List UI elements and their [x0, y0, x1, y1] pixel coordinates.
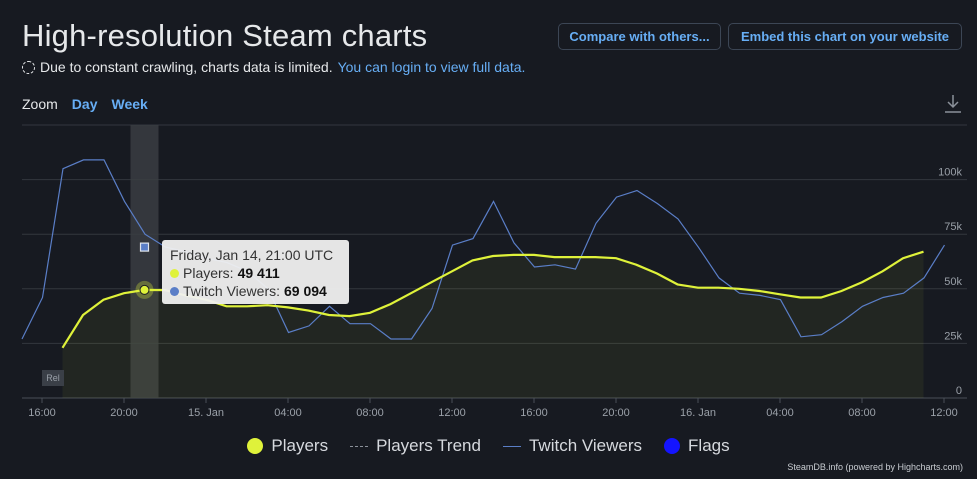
players-hover-marker: [139, 284, 150, 295]
tooltip-viewers-label: Twitch Viewers:: [183, 283, 280, 299]
legend-item-twitch-viewers[interactable]: Twitch Viewers: [502, 436, 643, 456]
zoom-controls: Zoom Day Week: [22, 96, 148, 112]
x-tick-label: 04:00: [766, 407, 794, 419]
twitch-viewers-hover-marker: [139, 242, 150, 252]
line-chart: 0 25k 50k 75k 100k 16:00 20:00 15. Jan 04:00 08:…: [21, 124, 967, 419]
players-legend-circle-icon: [247, 438, 264, 454]
tooltip-players-label: Players:: [183, 265, 234, 281]
crosshair-band: [130, 125, 159, 398]
y-tick-label: 0: [956, 385, 962, 397]
data-limited-notice: Due to constant crawling, charts data is…: [22, 59, 525, 75]
viewers-dot-icon: [170, 286, 179, 296]
viewers-legend-line-icon: [502, 445, 521, 447]
embed-chart-button[interactable]: Embed this chart on your website: [728, 23, 962, 50]
legend-item-players-trend[interactable]: Players Trend: [350, 436, 481, 456]
y-tick-label: 75k: [944, 221, 962, 233]
legend-viewers-label: Twitch Viewers: [528, 436, 643, 455]
legend-players-label: Players: [271, 436, 329, 455]
legend-item-players[interactable]: Players: [247, 436, 328, 456]
download-icon[interactable]: [944, 94, 962, 114]
compare-button[interactable]: Compare with others...: [558, 23, 721, 50]
players-dot-icon: [170, 268, 179, 278]
y-tick-label: 25k: [944, 330, 962, 342]
zoom-week-button[interactable]: Week: [111, 96, 148, 112]
x-tick-label: 08:00: [848, 407, 876, 419]
flags-legend-circle-icon: [664, 438, 681, 454]
x-tick-label: 15. Jan: [188, 407, 224, 419]
x-tick-label: 20:00: [602, 407, 630, 419]
y-tick-label: 100k: [938, 167, 962, 179]
x-tick-label: 16:00: [520, 407, 548, 419]
x-tick-label: 16:00: [28, 407, 56, 419]
tooltip-viewers-row: Twitch Viewers: 69 094: [170, 282, 341, 300]
notice-text: Due to constant crawling, charts data is…: [40, 59, 333, 75]
x-tick-label: 12:00: [930, 407, 958, 419]
zoom-day-button[interactable]: Day: [71, 96, 98, 112]
tooltip-date: Friday, Jan 14, 21:00 UTC: [170, 247, 334, 263]
legend-flags-label: Flags: [688, 436, 730, 455]
credit-text: SteamDB.info (powered by Highcharts.com): [787, 462, 963, 472]
tooltip-players-row: Players: 49 411: [170, 264, 341, 282]
chart-tooltip: Friday, Jan 14, 21:00 UTC Players: 49 41…: [162, 240, 349, 304]
release-flag[interactable]: Rel: [42, 370, 64, 386]
x-tick-label: 08:00: [356, 407, 384, 419]
zoom-label: Zoom: [22, 96, 58, 112]
dashed-circle-icon: [22, 60, 35, 74]
page-title: High-resolution Steam charts: [22, 18, 428, 53]
tooltip-players-value: 49 411: [237, 265, 280, 281]
x-tick-label: 20:00: [110, 407, 138, 419]
x-tick-label: 16. Jan: [680, 407, 716, 419]
legend-trend-label: Players Trend: [376, 436, 481, 455]
login-link[interactable]: You can login to view full data.: [337, 59, 526, 75]
chart-legend: Players Players Trend Twitch Viewers Fla…: [0, 436, 977, 456]
legend-item-flags[interactable]: Flags: [664, 436, 730, 456]
y-tick-label: 50k: [944, 276, 962, 288]
x-tick-label: 04:00: [274, 407, 302, 419]
trend-legend-line-icon: [350, 445, 369, 447]
x-tick-label: 12:00: [438, 407, 466, 419]
tooltip-viewers-value: 69 094: [284, 283, 327, 299]
